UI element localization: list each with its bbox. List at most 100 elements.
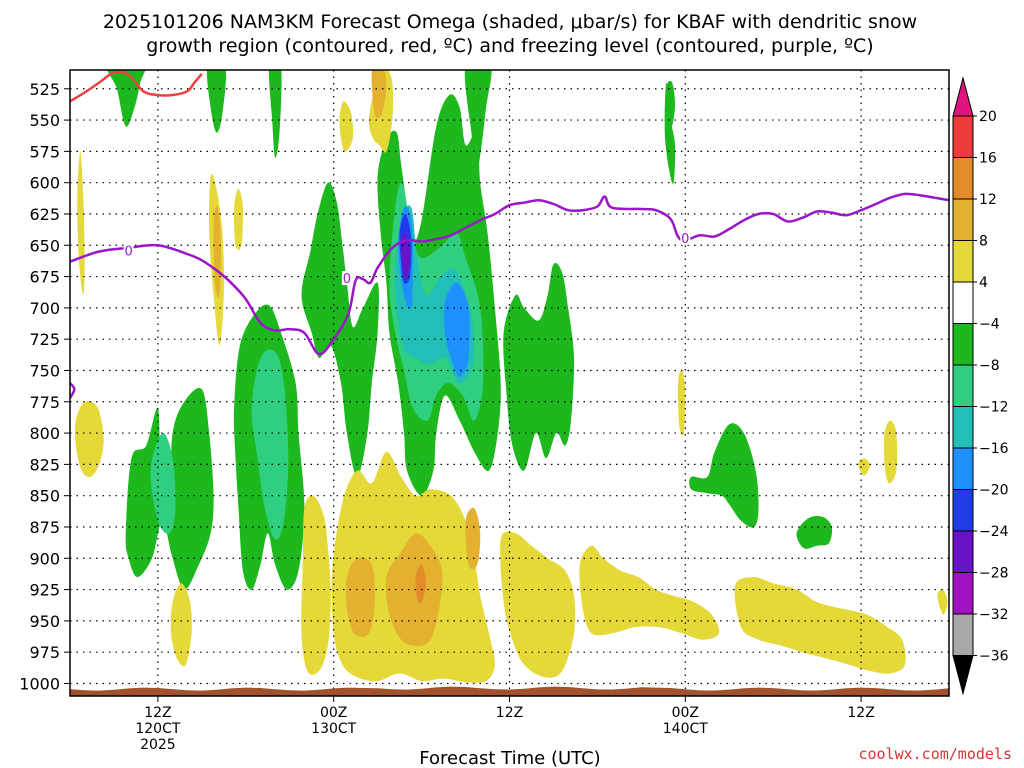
- colorbar-label-4: 4: [979, 275, 988, 291]
- omega-region-28: [301, 495, 331, 675]
- y-tick-label-925: 925: [29, 581, 60, 600]
- colorbar-bin-1: [952, 115, 974, 158]
- colorbar-bin-5: [952, 281, 974, 324]
- colorbar-bin-8: [952, 406, 974, 449]
- dgz-contour: [70, 70, 203, 103]
- x-tick-label-6-2: 120CT: [135, 721, 180, 737]
- omega-region-24: [233, 188, 244, 250]
- omega-region-13: [150, 432, 176, 534]
- freezing-label-bg-1: [341, 271, 352, 286]
- x-tick-label-30-1: 12Z: [496, 705, 523, 721]
- y-tick-label-750: 750: [29, 361, 60, 380]
- colorbar-bin-12: [952, 572, 974, 615]
- x-tick-label-42-2: 140CT: [663, 721, 708, 737]
- omega-region-20: [401, 232, 411, 279]
- omega-region-11: [689, 423, 759, 528]
- colorbar-bin-9: [952, 447, 974, 490]
- freezing-label-1: 0: [343, 272, 351, 287]
- omega-region-22: [74, 401, 104, 478]
- freezing-label-bg-2: [680, 231, 691, 246]
- y-tick-label-875: 875: [29, 518, 60, 537]
- colorbar-arrow-bottom: [952, 655, 974, 696]
- omega-region-30: [500, 531, 576, 678]
- colorbar-bin-10: [952, 489, 974, 532]
- omega-region-1: [206, 70, 227, 133]
- y-tick-label-550: 550: [29, 111, 60, 130]
- y-axis-ticks: 525 550 575 600 625 650 675 700 725 750 775 800 825 8…: [19, 80, 70, 693]
- contour-lines: 0 0 0: [70, 70, 949, 399]
- colorbar-bin-3: [952, 198, 974, 241]
- freezing-level-contour: [70, 192, 949, 356]
- chart-title-line2: growth region (contoured, red, ºC) and f…: [146, 35, 873, 57]
- y-tick-label-675: 675: [29, 268, 60, 287]
- omega-region-18: [443, 282, 470, 377]
- freezing-label-2: 0: [681, 232, 689, 247]
- y-tick-label-900: 900: [29, 549, 60, 568]
- colorbar-label-6: −8: [979, 358, 1000, 374]
- omega-region-41: [465, 507, 481, 570]
- x-tick-label-54-1: 12Z: [847, 705, 874, 721]
- x-tick-label-18-1: 00Z: [320, 705, 347, 721]
- omega-region-42: [415, 564, 426, 604]
- omega-region-14: [251, 349, 289, 540]
- colorbar-label-11: −28: [979, 566, 1009, 582]
- colorbar-label-12: −32: [979, 607, 1009, 623]
- omega-region-5: [125, 387, 214, 590]
- colorbar-bin-11: [952, 530, 974, 573]
- y-tick-label-525: 525: [29, 80, 60, 99]
- omega-region-40: [385, 533, 443, 646]
- freezing-level-hook: [70, 382, 76, 399]
- grid-lines: [70, 70, 949, 696]
- colorbar-bin-7: [952, 364, 974, 407]
- x-tick-label-42-1: 00Z: [672, 705, 699, 721]
- colorbar: 20 16 12 8 4 −4 −8 −12 −16 −20 −24 −28 −32 −36: [952, 76, 1009, 696]
- colorbar-label-5: −4: [979, 317, 1000, 333]
- colorbar-label-3: 8: [979, 234, 988, 250]
- y-tick-label-950: 950: [29, 612, 60, 631]
- y-tick-label-625: 625: [29, 205, 60, 224]
- omega-region-12: [796, 515, 833, 549]
- omega-region-31: [579, 545, 720, 640]
- y-tick-label-775: 775: [29, 393, 60, 412]
- x-tick-label-6-1: 12Z: [144, 705, 171, 721]
- colorbar-bin-13: [952, 613, 974, 656]
- omega-region-33: [883, 420, 898, 484]
- x-tick-label-6-3: 2025: [140, 737, 176, 753]
- chart-title-line1: 2025101206 NAM3KM Forecast Omega (shaded…: [103, 11, 917, 33]
- ground-surface: [70, 686, 949, 696]
- omega-region-2: [268, 70, 282, 158]
- omega-region-36: [937, 589, 948, 615]
- omega-region-25: [339, 101, 354, 152]
- omega-region-10: [664, 82, 676, 184]
- omega-region-3: [464, 70, 492, 171]
- y-tick-label-850: 850: [29, 487, 60, 506]
- colorbar-arrow-top: [952, 76, 974, 117]
- omega-region-34: [858, 458, 870, 476]
- y-tick-label-575: 575: [29, 142, 60, 161]
- colorbar-label-7: −12: [979, 400, 1009, 416]
- omega-region-37: [213, 206, 221, 298]
- colorbar-label-2: 12: [979, 192, 997, 208]
- omega-region-32: [734, 577, 906, 674]
- y-tick-label-725: 725: [29, 330, 60, 349]
- colorbar-label-9: −20: [979, 483, 1009, 499]
- x-axis-label: Forecast Time (UTC): [419, 748, 600, 768]
- x-tick-label-18-2: 130CT: [311, 721, 356, 737]
- y-tick-label-600: 600: [29, 174, 60, 193]
- credit-text: coolwx.com/models: [858, 745, 1012, 763]
- y-tick-label-800: 800: [29, 424, 60, 443]
- y-tick-label-975: 975: [29, 643, 60, 662]
- plot-area: 0 0 0: [70, 70, 949, 696]
- colorbar-bin-2: [952, 157, 974, 200]
- omega-shading: [74, 70, 948, 683]
- colorbar-label-13: −36: [979, 649, 1009, 665]
- y-tick-label-700: 700: [29, 299, 60, 318]
- colorbar-label-0: 20: [979, 109, 997, 125]
- omega-region-27: [170, 583, 192, 667]
- colorbar-label-1: 16: [979, 151, 997, 167]
- colorbar-bin-4: [952, 240, 974, 283]
- y-tick-label-825: 825: [29, 455, 60, 474]
- omega-region-35: [677, 370, 686, 436]
